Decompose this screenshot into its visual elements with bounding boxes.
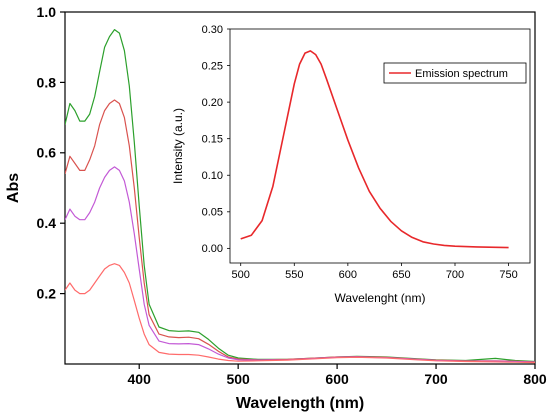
series-group bbox=[65, 29, 535, 364]
y-tick-label: 0.4 bbox=[37, 215, 57, 231]
x-axis-label: Wavelength (nm) bbox=[236, 395, 364, 412]
legend-label: Emission spectrum bbox=[415, 68, 508, 80]
x-axis-label: Wavelenght (nm) bbox=[335, 291, 426, 305]
x-tick-label: 600 bbox=[325, 371, 349, 387]
plot-frame bbox=[64, 11, 536, 365]
legend-box bbox=[383, 62, 527, 84]
x-tick-label: 500 bbox=[232, 269, 250, 281]
y-tick-label: 0.30 bbox=[202, 24, 223, 36]
y-tick-label: 0.2 bbox=[37, 286, 57, 302]
x-tick-label: 500 bbox=[226, 371, 250, 387]
x-tick-label: 750 bbox=[499, 269, 517, 281]
y-axis-label: Abs bbox=[5, 173, 22, 203]
y-tick-label: 1.0 bbox=[37, 4, 57, 20]
y-tick-label: 0.05 bbox=[202, 207, 223, 219]
y-tick-label: 0.25 bbox=[202, 60, 223, 72]
x-tick-label: 400 bbox=[128, 371, 152, 387]
y-tick-label: 0.6 bbox=[37, 145, 57, 161]
x-tick-label: 650 bbox=[392, 269, 410, 281]
x-tick-label: 800 bbox=[523, 371, 547, 387]
y-tick-label: 0.10 bbox=[202, 170, 223, 182]
x-tick-label: 600 bbox=[339, 269, 357, 281]
main-chart: 400 500 600 700 800 0.2 0.4 0.6 0.8 1.0 Wavelength… bbox=[5, 4, 547, 412]
y-axis-label: Intensity (a.u.) bbox=[171, 108, 185, 184]
y-tick-label: 0.15 bbox=[202, 134, 223, 146]
y-tick-label: 0.8 bbox=[37, 74, 57, 90]
y-tick-label: 0.20 bbox=[202, 97, 223, 109]
x-tick-label: 700 bbox=[424, 371, 448, 387]
series-group bbox=[240, 50, 509, 249]
series-line-1 bbox=[240, 50, 509, 249]
x-tick-label: 550 bbox=[285, 269, 303, 281]
inset-chart: 500 550 600 650 700 750 0.00 0.05 0.10 0.15 0.20 0.… bbox=[171, 24, 531, 305]
series-line-4 bbox=[65, 263, 535, 364]
x-tick-label: 700 bbox=[446, 269, 464, 281]
y-tick-label: 0.00 bbox=[202, 243, 223, 255]
